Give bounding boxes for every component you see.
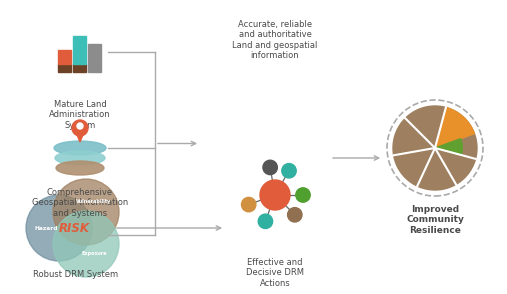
Text: Mature Land
Administration
System: Mature Land Administration System — [49, 100, 111, 130]
Ellipse shape — [56, 161, 104, 175]
Bar — [58, 50, 71, 64]
Polygon shape — [75, 130, 85, 142]
Text: Effective and
Decisive DRM
Actions: Effective and Decisive DRM Actions — [246, 258, 304, 288]
Circle shape — [258, 214, 273, 228]
Bar — [88, 44, 101, 64]
Ellipse shape — [55, 151, 105, 165]
Circle shape — [393, 106, 477, 190]
Text: Hazard: Hazard — [34, 225, 58, 230]
Text: Vulnerability: Vulnerability — [77, 200, 112, 205]
Bar — [58, 64, 71, 72]
Circle shape — [260, 180, 290, 210]
Circle shape — [287, 208, 302, 222]
Circle shape — [77, 123, 83, 129]
Circle shape — [263, 160, 277, 175]
Bar — [73, 64, 86, 72]
Bar — [88, 64, 101, 72]
Circle shape — [53, 179, 119, 245]
Circle shape — [282, 163, 296, 178]
Text: Accurate, reliable
and authoritative
Land and geospatial
information: Accurate, reliable and authoritative Lan… — [232, 20, 318, 60]
Text: Robust DRM System: Robust DRM System — [33, 270, 119, 279]
Text: Comprehensive
Geospatial Information
and Systems: Comprehensive Geospatial Information and… — [32, 188, 128, 218]
Circle shape — [72, 120, 88, 136]
Bar — [73, 36, 86, 64]
Circle shape — [241, 197, 256, 212]
Text: Exposure: Exposure — [81, 251, 107, 256]
Circle shape — [26, 195, 92, 261]
Text: Improved
Community
Resilience: Improved Community Resilience — [406, 205, 464, 235]
Wedge shape — [435, 139, 462, 155]
Circle shape — [296, 188, 310, 202]
Ellipse shape — [54, 141, 106, 155]
Wedge shape — [435, 107, 475, 148]
Circle shape — [53, 211, 119, 277]
Text: RISK: RISK — [58, 221, 90, 235]
